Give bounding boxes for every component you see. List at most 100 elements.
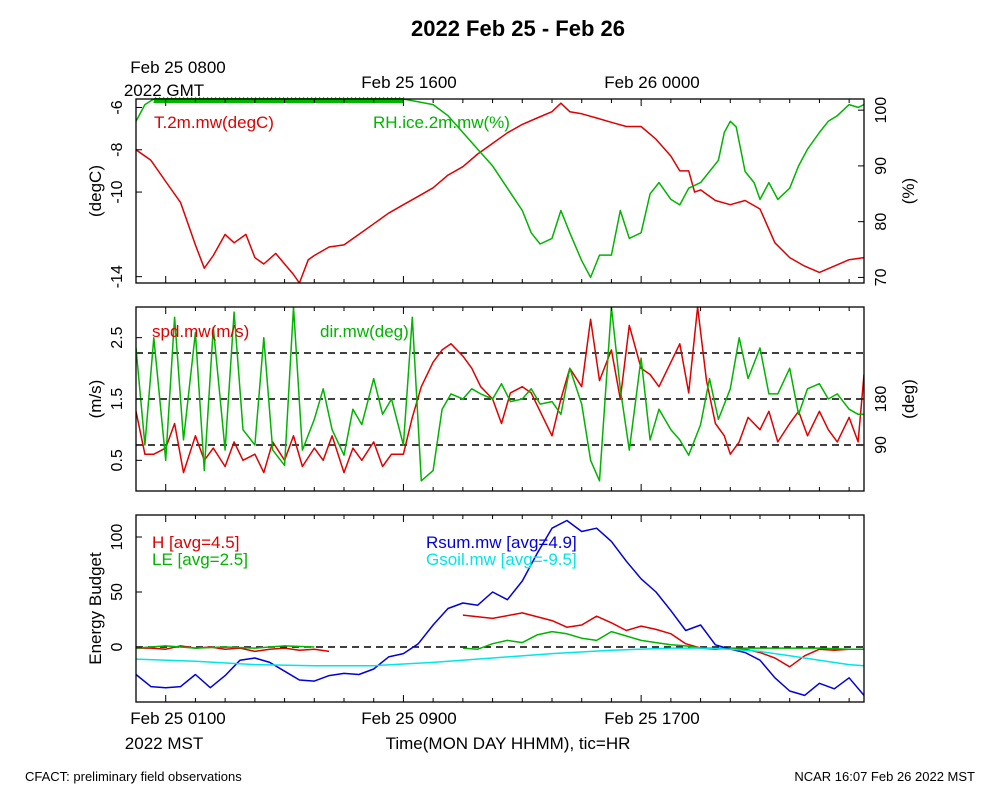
saturation-marker-tick — [365, 96, 369, 104]
bottom-axis-sublabel: 2022 MST — [125, 734, 203, 753]
saturation-marker-tick — [237, 96, 241, 104]
series-line-t — [136, 102, 864, 283]
y2-axis-title: (deg) — [899, 379, 918, 419]
saturation-marker-tick — [337, 96, 341, 104]
saturation-marker-tick — [193, 96, 197, 104]
saturation-marker-tick — [353, 96, 357, 104]
legend-label: dir.mw(deg) — [320, 322, 409, 341]
saturation-marker-tick — [185, 96, 189, 104]
saturation-marker-tick — [229, 96, 233, 104]
panel-wind: 0.5 1.5 2.5 90 180 (m/s) (deg) spd.mw(m/s) dir.m… — [86, 306, 918, 492]
y-tick-label: 1.5 — [109, 388, 126, 410]
saturation-marker-tick — [153, 96, 157, 104]
saturation-marker-tick — [201, 96, 205, 104]
saturation-marker-tick — [357, 96, 361, 104]
series-line-le — [462, 630, 864, 650]
saturation-marker-tick — [205, 96, 209, 104]
legend-label: Gsoil.mw [avg=-9.5] — [426, 550, 577, 569]
saturation-marker-tick — [181, 96, 185, 104]
saturation-marker-tick — [277, 96, 281, 104]
y2-tick-label: 100 — [873, 97, 890, 124]
x-axis-title: Time(MON DAY HHMM), tic=HR — [386, 734, 631, 753]
saturation-marker-tick — [329, 96, 333, 104]
legend-label: spd.mw(m/s) — [152, 322, 249, 341]
chart-title: 2022 Feb 25 - Feb 26 — [411, 16, 625, 41]
saturation-marker-tick — [241, 96, 245, 104]
y-tick-label: -10 — [109, 180, 126, 203]
saturation-marker-tick — [361, 96, 365, 104]
saturation-marker-tick — [305, 96, 309, 104]
saturation-marker-tick — [393, 96, 397, 104]
saturation-marker-tick — [297, 96, 301, 104]
saturation-marker-tick — [197, 96, 201, 104]
panel-frame — [135, 514, 865, 703]
y2-tick-label: 80 — [873, 213, 890, 231]
footer-left: CFACT: preliminary field observations — [25, 769, 242, 784]
series-line-le — [136, 645, 315, 649]
legend-label: Rsum.mw [avg=4.9] — [426, 533, 577, 552]
saturation-marker-tick — [269, 96, 273, 104]
saturation-marker-tick — [349, 96, 353, 104]
bottom-axis-label-2: Feb 25 0900 — [361, 709, 456, 728]
panel-frame — [135, 98, 865, 284]
saturation-marker-tick — [289, 96, 293, 104]
saturation-marker-tick — [341, 96, 345, 104]
top-axis-label-1: Feb 25 0800 — [130, 58, 225, 77]
saturation-marker-tick — [281, 96, 285, 104]
y-tick-label: -14 — [109, 265, 126, 288]
y-tick-label: -6 — [109, 100, 126, 114]
saturation-marker-tick — [333, 96, 337, 104]
y-axis-title: (degC) — [86, 165, 105, 217]
series-line-dir — [136, 307, 864, 482]
footer-right: NCAR 16:07 Feb 26 2022 MST — [794, 769, 975, 784]
saturation-marker-tick — [189, 96, 193, 104]
saturation-marker-tick — [309, 96, 313, 104]
y2-tick-label: 180 — [873, 386, 890, 413]
y2-tick-label: 70 — [873, 268, 890, 286]
y-tick-label: 100 — [109, 524, 126, 551]
legend-label: T.2m.mw(degC) — [154, 113, 274, 132]
panel-temperature-humidity: -14 -10 -8 -6 70 80 90 100 (degC) (%) T.2m.mw(degC… — [86, 97, 918, 289]
saturation-marker-tick — [389, 96, 393, 104]
saturation-marker-tick — [401, 96, 405, 104]
y2-tick-label: 90 — [873, 436, 890, 454]
saturation-marker-tick — [169, 96, 173, 104]
saturation-marker-tick — [257, 96, 261, 104]
legend-label: H [avg=4.5] — [152, 533, 239, 552]
y-tick-label: 2.5 — [109, 326, 126, 348]
saturation-marker-tick — [321, 96, 325, 104]
saturation-marker-tick — [285, 96, 289, 104]
y-tick-label: 0 — [109, 642, 126, 651]
series-group — [136, 519, 864, 697]
saturation-marker-tick — [265, 96, 269, 104]
saturation-marker-tick — [225, 96, 229, 104]
saturation-marker-tick — [217, 96, 221, 104]
saturation-marker-tick — [325, 96, 329, 104]
series-line-gsoil — [136, 647, 864, 667]
series-group — [136, 99, 864, 283]
legend-label: LE [avg=2.5] — [152, 550, 248, 569]
top-axis-label-2: Feb 25 1600 — [361, 73, 456, 92]
y2-tick-label: 90 — [873, 157, 890, 175]
saturation-marker-tick — [173, 96, 177, 104]
saturation-marker-tick — [213, 96, 217, 104]
saturation-marker-tick — [345, 96, 349, 104]
saturation-marker-tick — [369, 96, 373, 104]
saturation-marker-tick — [249, 96, 253, 104]
series-line-rh — [136, 99, 864, 279]
series-line-rsum — [136, 519, 864, 697]
y2-axis-title: (%) — [899, 178, 918, 204]
saturation-marker-tick — [161, 96, 165, 104]
saturation-marker-tick — [221, 96, 225, 104]
bottom-axis-label-1: Feb 25 0100 — [130, 709, 225, 728]
saturation-marker-tick — [301, 96, 305, 104]
saturation-marker-tick — [261, 96, 265, 104]
legend-label: RH.ice.2m.mw(%) — [373, 113, 510, 132]
y-tick-label: 50 — [109, 583, 126, 601]
saturation-marker-tick — [293, 96, 297, 104]
panels-group: -14 -10 -8 -6 70 80 90 100 (degC) (%) T.2m.mw(degC… — [86, 97, 918, 703]
y-tick-label: 0.5 — [109, 449, 126, 471]
top-axis-label-3: Feb 26 0000 — [604, 73, 699, 92]
